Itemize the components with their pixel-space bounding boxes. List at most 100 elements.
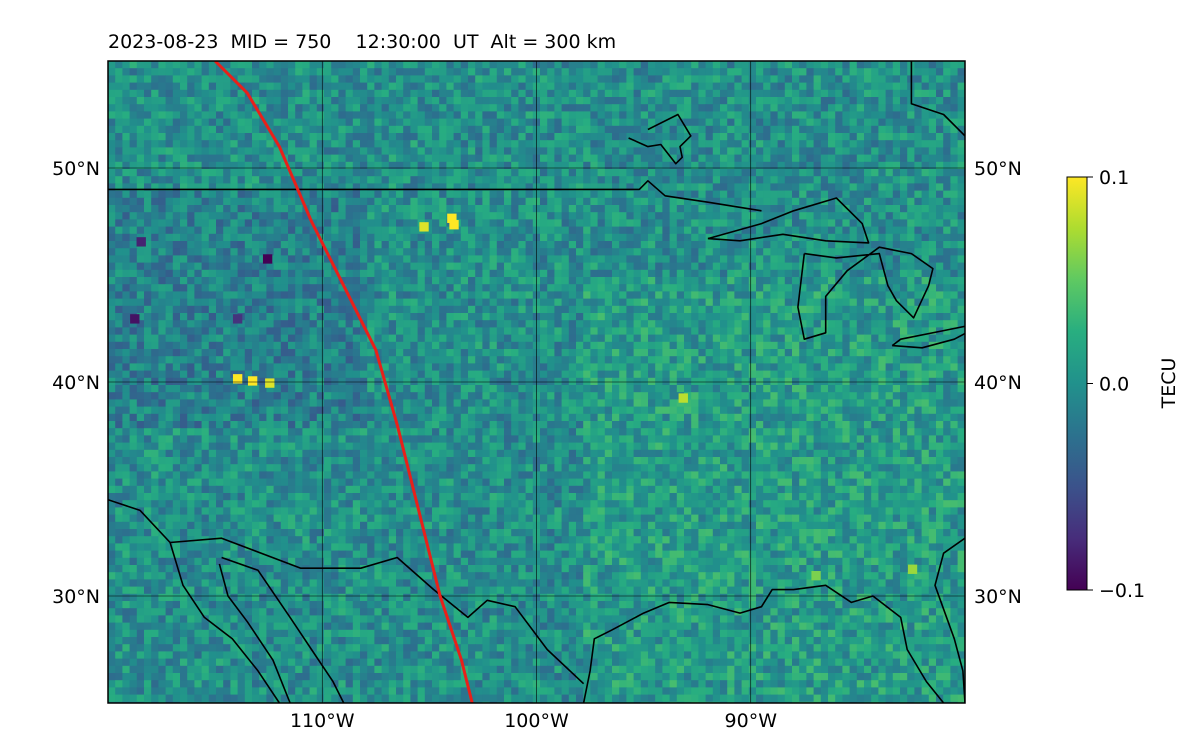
heatmap-cell [842,327,851,336]
heatmap-cell [252,118,260,127]
heatmap-cell [842,298,851,307]
heatmap-cell [864,341,872,350]
heatmap-cell [208,183,217,192]
heatmap-cell [345,226,354,235]
heatmap-cell [381,248,390,256]
heatmap-cell [151,190,159,199]
heatmap-cell [345,262,354,271]
heatmap-cell [496,298,505,307]
heatmap-cell [273,269,282,278]
heatmap-cell [669,298,678,307]
heatmap-cell [756,104,764,112]
heatmap-cell [583,68,591,76]
heatmap-cell [237,61,246,69]
heatmap-cell [741,190,750,199]
heatmap-cell [172,61,181,69]
heatmap-cell [352,147,361,156]
heatmap-cell [158,197,167,206]
heatmap-cell [856,82,865,91]
heatmap-cell [612,298,620,307]
heatmap-cell [820,248,829,256]
heatmap-cell [568,298,577,307]
heatmap-cell [122,269,131,278]
heatmap-cell [842,61,851,69]
heatmap-cell [597,147,606,156]
heatmap-cell [777,205,786,213]
heatmap-cell [849,226,858,235]
heatmap-cell [820,169,829,177]
heatmap-cell [496,140,505,148]
heatmap-cell [770,305,779,314]
heatmap-cell [583,197,591,206]
heatmap-cell [936,248,944,256]
heatmap-cell [453,226,462,235]
heatmap-cell [748,61,757,69]
heatmap-cell [619,161,627,170]
heatmap-cell [619,248,627,256]
heatmap-cell [691,133,699,141]
heatmap-cell [468,305,476,314]
heatmap-cell [525,205,534,213]
heatmap-cell [612,262,620,271]
heatmap-cell [957,320,965,328]
heatmap-cell [388,133,397,141]
heatmap-cell [273,212,282,220]
heatmap-cell [280,161,289,170]
heatmap-cell [316,277,325,285]
heatmap-cell [763,341,771,350]
heatmap-cell [396,277,404,285]
heatmap-cell [259,356,267,364]
heatmap-cell [576,277,584,285]
heatmap-cell [417,356,426,364]
heatmap-cell [856,313,865,321]
heatmap-cell [180,82,188,91]
heatmap-cell [828,82,836,91]
heatmap-cell [633,291,642,300]
heatmap-cell [568,241,577,249]
heatmap-cell [439,161,447,170]
heatmap-cell [288,241,296,249]
heatmap-cell [561,68,570,76]
heatmap-cell [302,154,311,163]
heatmap-cell [360,68,368,76]
heatmap-cell [568,320,577,328]
heatmap-cell [950,125,959,134]
heatmap-cell [208,305,217,314]
heatmap-cell [345,68,354,76]
heatmap-cell [770,277,779,285]
heatmap-cell [374,248,383,256]
heatmap-cell [324,205,332,213]
heatmap-cell [900,75,908,84]
heatmap-cell [856,61,865,69]
heatmap-cell [482,255,491,264]
heatmap-cell [914,212,923,220]
heatmap-cell [266,205,275,213]
heatmap-cell [165,219,174,228]
heatmap-cell [633,284,642,292]
heatmap-cell [777,255,786,264]
heatmap-cell [165,212,174,220]
heatmap-cell [504,356,512,364]
heatmap-cell [777,277,786,285]
heatmap-cell [604,262,613,271]
heatmap-cell [619,133,627,141]
heatmap-cell [770,104,779,112]
heatmap-cell [374,205,383,213]
heatmap-cell [907,284,915,292]
heatmap-cell [705,305,714,314]
heatmap-cell [943,291,951,300]
heatmap-cell [158,68,167,76]
heatmap-cell [244,82,253,91]
heatmap-cell [648,125,656,134]
heatmap-cell [453,341,462,350]
heatmap-cell [770,82,779,91]
heatmap-cell [446,82,455,91]
heatmap-cell [864,161,872,170]
heatmap-cell [266,277,275,285]
heatmap-cell [417,68,426,76]
heatmap-cell [511,305,519,314]
heatmap-cell [180,320,188,328]
heatmap-cell [655,147,663,156]
heatmap-cell [950,190,959,199]
heatmap-cell [871,255,879,264]
